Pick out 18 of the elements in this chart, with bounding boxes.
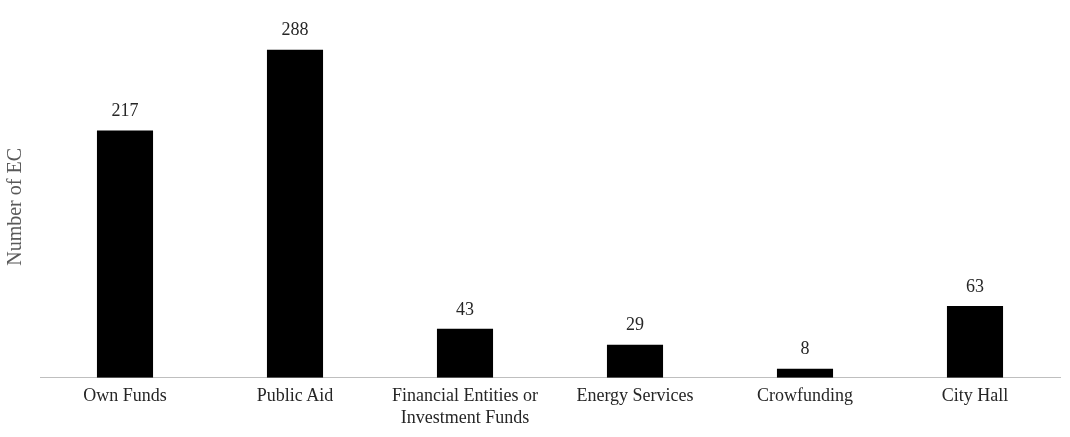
data-label: 29 <box>626 314 644 335</box>
x-tick-label: Financial Entities or Investment Funds <box>392 385 538 427</box>
data-label: 8 <box>800 338 810 359</box>
bar <box>946 306 1004 378</box>
bar <box>436 328 494 378</box>
data-label: 288 <box>281 19 309 40</box>
data-label: 63 <box>966 275 984 296</box>
data-label: 217 <box>111 100 139 121</box>
x-tick-label: City Hall <box>941 385 1009 406</box>
data-label: 43 <box>456 298 474 319</box>
x-tick-label: Energy Services <box>576 385 694 406</box>
bar <box>96 130 154 378</box>
x-tick-label: Own Funds <box>83 385 167 406</box>
x-tick-label: Crowfunding <box>757 385 853 406</box>
bar <box>606 344 664 378</box>
bar <box>266 49 324 378</box>
y-axis-title: Number of EC <box>3 148 26 266</box>
x-tick-label: Public Aid <box>256 385 334 406</box>
